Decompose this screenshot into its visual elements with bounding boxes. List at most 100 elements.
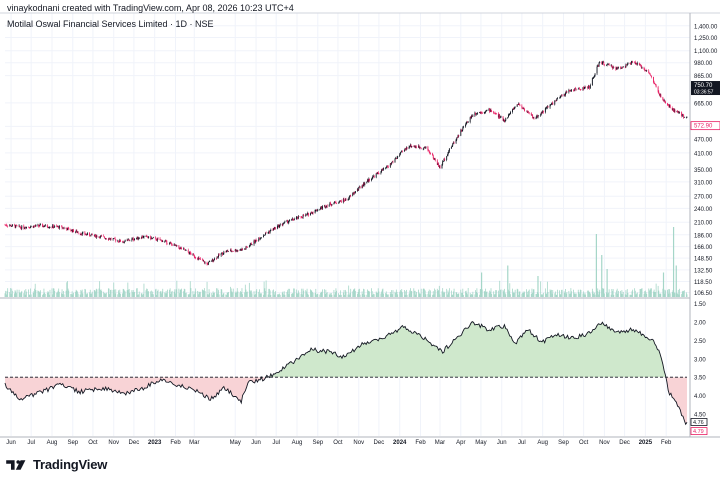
candle-body bbox=[333, 202, 335, 205]
volume-bar bbox=[363, 289, 365, 297]
candle-body bbox=[259, 238, 261, 240]
candle-body bbox=[493, 113, 495, 114]
volume-bar bbox=[33, 291, 35, 297]
volume-bar bbox=[519, 291, 521, 297]
volume-bar bbox=[378, 291, 380, 297]
volume-bar bbox=[550, 290, 552, 297]
volume-bar bbox=[248, 282, 250, 297]
candle-body bbox=[513, 108, 515, 110]
volume-bar bbox=[467, 288, 469, 297]
candle-body bbox=[488, 108, 490, 111]
volume-bar bbox=[400, 291, 402, 297]
volume-bar bbox=[161, 291, 163, 297]
volume-bar bbox=[98, 288, 100, 297]
volume-bar bbox=[176, 280, 178, 297]
volume-bar bbox=[329, 294, 331, 297]
volume-bar bbox=[303, 290, 305, 297]
candle-body bbox=[679, 112, 681, 113]
candle-body bbox=[170, 242, 172, 244]
volume-bar bbox=[267, 294, 269, 297]
indicator-axis[interactable]: 1.502.002.503.003.504.004.505.004.764.79 bbox=[690, 302, 708, 437]
candle-body bbox=[601, 62, 603, 65]
candle-body bbox=[307, 213, 309, 214]
candle-body bbox=[199, 258, 201, 260]
candle-body bbox=[630, 63, 632, 65]
volume-bar bbox=[538, 293, 540, 297]
candle-body bbox=[452, 143, 454, 146]
candle-body bbox=[309, 213, 311, 216]
volume-bar bbox=[382, 288, 384, 297]
chart-title: Motilal Oswal Financial Services Limited… bbox=[7, 19, 214, 29]
candle-body bbox=[267, 232, 269, 234]
candle-body bbox=[275, 227, 276, 229]
time-tick-label: Feb bbox=[170, 440, 181, 446]
volume-bar bbox=[222, 293, 224, 297]
volume-bar bbox=[127, 282, 129, 297]
candle-body bbox=[653, 82, 655, 84]
volume-bar bbox=[603, 288, 605, 297]
candle-body bbox=[436, 160, 438, 165]
candle-body bbox=[575, 87, 577, 89]
candle-body bbox=[179, 247, 180, 250]
volume-bar bbox=[223, 292, 225, 297]
candle-body bbox=[659, 93, 660, 96]
candle-body bbox=[221, 252, 223, 254]
volume-bar bbox=[490, 288, 492, 297]
volume-bar bbox=[660, 293, 662, 297]
candle-body bbox=[19, 226, 21, 228]
time-tick-label: Sep bbox=[312, 440, 323, 446]
volume-bar bbox=[522, 292, 523, 297]
candle-body bbox=[354, 192, 356, 193]
candle-body bbox=[593, 77, 595, 78]
candle-body bbox=[363, 183, 365, 186]
volume-bar bbox=[320, 291, 322, 297]
volume-bar bbox=[585, 294, 587, 297]
volume-bar bbox=[62, 291, 64, 297]
volume-bar bbox=[203, 288, 205, 297]
volume-bar bbox=[589, 292, 591, 297]
candle-body bbox=[672, 108, 674, 110]
volume-bar bbox=[226, 292, 228, 297]
volume-bar bbox=[261, 293, 262, 297]
candle-body bbox=[429, 152, 431, 154]
candle-body bbox=[367, 179, 368, 182]
volume-bar bbox=[344, 289, 346, 297]
volume-bar bbox=[441, 291, 443, 297]
volume-bar bbox=[317, 293, 319, 297]
volume-bar bbox=[611, 288, 613, 297]
volume-bar bbox=[438, 285, 440, 297]
candle-body bbox=[185, 250, 187, 251]
volume-bar bbox=[455, 292, 457, 297]
volume-bar bbox=[620, 290, 621, 297]
volume-bar bbox=[237, 291, 239, 297]
candle-body bbox=[536, 116, 538, 118]
volume-bar bbox=[311, 290, 313, 297]
price-axis[interactable]: 1,400.001,250.001,100.00980.00865.00665.… bbox=[690, 24, 720, 297]
candle-body bbox=[150, 237, 152, 240]
volume-bar bbox=[227, 292, 229, 297]
volume-bar bbox=[395, 292, 397, 297]
volume-bar bbox=[681, 294, 683, 297]
time-axis[interactable]: Jun Jul Aug Sep Oct Nov Dec 2023 Feb Mar May Jun Jul… bbox=[6, 440, 672, 446]
volume-bar bbox=[451, 294, 453, 297]
tradingview-logo[interactable]: TradingView bbox=[6, 457, 107, 472]
volume-bar bbox=[533, 289, 535, 297]
volume-bar bbox=[232, 288, 234, 297]
candle-body bbox=[15, 225, 17, 228]
volume-bar bbox=[274, 292, 276, 297]
volume-bar bbox=[218, 290, 219, 297]
volume-bar bbox=[70, 293, 72, 297]
price-tick-label: 1,250.00 bbox=[694, 36, 718, 42]
candle-body bbox=[678, 111, 680, 113]
volume-bar bbox=[279, 294, 281, 297]
volume-bar bbox=[444, 291, 446, 297]
volume-bar bbox=[377, 292, 378, 297]
volume-bar bbox=[190, 288, 192, 297]
volume-bar bbox=[345, 291, 347, 297]
volume-bar bbox=[381, 291, 382, 297]
volume-bar bbox=[147, 291, 149, 297]
candle-body bbox=[198, 257, 200, 259]
candle-body bbox=[146, 236, 148, 238]
indicator-value-badge bbox=[690, 418, 708, 426]
